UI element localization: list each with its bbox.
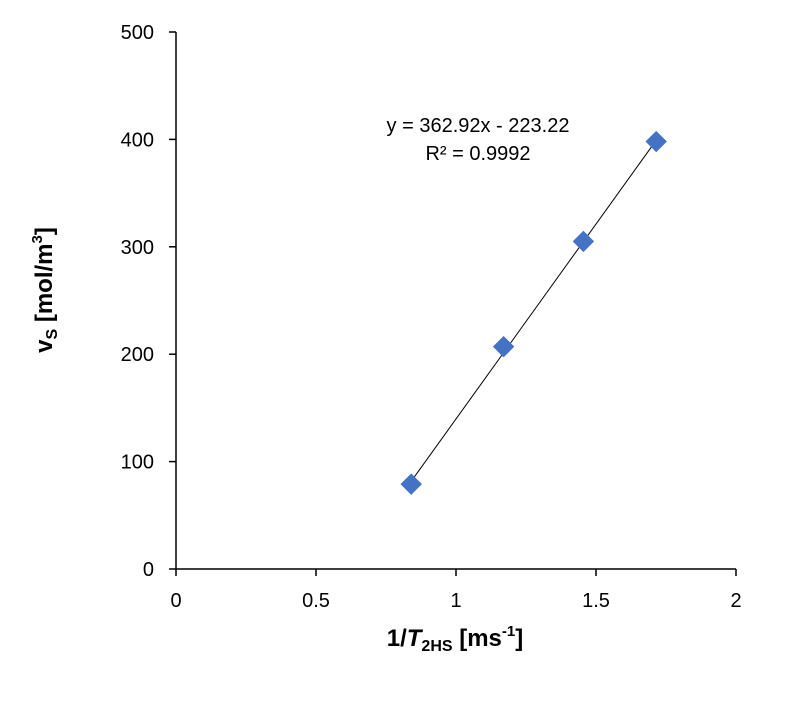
x-tick-label: 1 — [450, 590, 461, 612]
y-tick-label: 400 — [121, 129, 154, 151]
data-point — [645, 130, 667, 153]
x-axis-title-unit: [ms — [453, 625, 502, 652]
y-tick-label: 300 — [121, 237, 154, 259]
r-squared-label: R² = 0.9992 — [425, 143, 530, 165]
y-axis-title-unit: [mol/m — [31, 243, 58, 328]
x-axis-title: 1/T2HS [ms-1] — [387, 623, 524, 655]
x-tick-label: 0.5 — [302, 590, 330, 612]
y-axis-title-unit-close: ] — [31, 227, 58, 235]
y-tick-label: 500 — [121, 22, 154, 44]
axes — [175, 32, 736, 570]
x-axis-title-unit-superscript: -1 — [502, 623, 515, 640]
data-point — [572, 230, 595, 253]
y-tick-label: 0 — [143, 559, 154, 581]
x-axis-title-unit-close: ] — [515, 625, 523, 652]
x-axis-title-prefix: 1/ — [387, 625, 407, 652]
x-tick-label: 0 — [170, 590, 181, 612]
trendline-group — [410, 139, 657, 482]
x-tick-label: 2 — [730, 590, 741, 612]
data-point — [400, 473, 422, 495]
x-axis-title-symbol: T — [407, 625, 424, 652]
y-tick-label: 200 — [121, 344, 154, 366]
y-axis-title-unit-superscript: 3 — [29, 235, 46, 243]
trendline — [410, 139, 657, 482]
y-axis-title: vS [mol/m3] — [29, 227, 61, 353]
trendline-equation: y = 362.92x - 223.22 — [387, 115, 570, 137]
x-axis-title-subscript: 2HS — [421, 638, 452, 655]
x-tick-label: 1.5 — [582, 590, 610, 612]
data-point — [492, 335, 515, 358]
axis-ticks: 0 0.5 1 1.5 2 0 100 200 300 400 500 — [121, 22, 742, 612]
data-points — [400, 130, 667, 495]
y-axis-title-subscript: S — [44, 329, 61, 340]
y-axis-title-symbol: v — [31, 339, 58, 353]
y-tick-label: 100 — [121, 452, 154, 474]
